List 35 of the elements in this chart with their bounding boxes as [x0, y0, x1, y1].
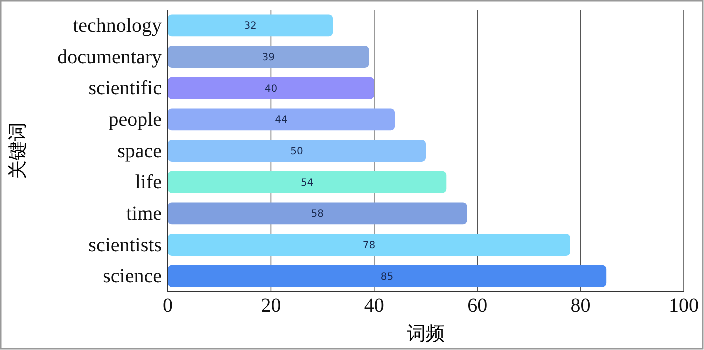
- data-label: 85: [380, 272, 394, 283]
- y-tick-label: space: [118, 140, 162, 162]
- data-label: 32: [244, 21, 257, 32]
- bar: [168, 14, 334, 37]
- y-tick-label: technology: [73, 15, 162, 38]
- x-tick-label: 100: [669, 295, 699, 318]
- y-tick-label: life: [135, 172, 162, 194]
- x-tick-label: 60: [468, 295, 488, 318]
- bar: [168, 234, 570, 256]
- bar: [168, 77, 374, 100]
- y-tick-label: documentary: [58, 46, 162, 68]
- data-label: 50: [290, 146, 304, 158]
- bar: [168, 108, 396, 131]
- x-tick-label: 20: [261, 295, 282, 318]
- bar: [168, 46, 370, 68]
- data-label: 44: [275, 115, 288, 126]
- data-label: 54: [300, 178, 314, 189]
- bar: [168, 202, 468, 225]
- bar: [168, 171, 447, 194]
- data-label: 39: [262, 52, 275, 64]
- y-tick-label: time: [126, 203, 162, 226]
- data-label: 58: [311, 209, 324, 220]
- x-tick-label: 0: [163, 295, 173, 318]
- x-axis-title: 词频: [407, 323, 445, 345]
- bar: [168, 140, 426, 162]
- y-tick-label: science: [103, 266, 162, 288]
- data-label: 78: [362, 240, 376, 252]
- x-tick-label: 80: [570, 295, 591, 318]
- y-tick-label: scientists: [88, 234, 162, 256]
- data-label: 40: [264, 84, 278, 95]
- y-axis-title: 关键词: [7, 122, 29, 180]
- bar: [168, 265, 607, 288]
- y-tick-label: scientific: [88, 78, 162, 100]
- x-tick-label: 40: [364, 295, 384, 318]
- y-tick-label: people: [108, 109, 162, 132]
